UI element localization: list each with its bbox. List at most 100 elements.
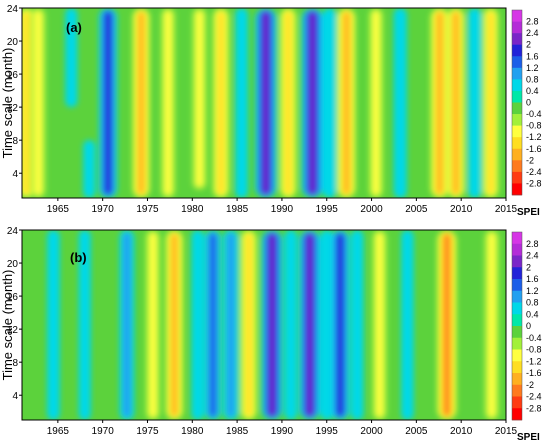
anomaly-band-a-1-1	[34, 11, 42, 195]
y-tick-label-b-20: 20	[7, 259, 19, 270]
anomaly-band-b-9-4	[269, 234, 275, 416]
colorbar-frame-a	[511, 9, 523, 196]
anomaly-band-a-11-2	[285, 12, 292, 194]
x-tick-label-a-2005: 2005	[405, 204, 428, 215]
colorbar-label-b-5: 0.8	[526, 298, 539, 308]
x-tick-label-a-1980: 1980	[181, 204, 204, 215]
colorbar-label-b-11: -1.6	[526, 368, 542, 378]
colorbar-label-b-0: 2.8	[526, 239, 539, 249]
colorbar-label-a-14: -2.8	[526, 178, 542, 188]
y-tick-label-a-4: 4	[12, 169, 18, 180]
colorbar-swatch-b-15	[512, 408, 522, 421]
colorbar-label-b-12: -2	[526, 380, 534, 390]
colorbar-label-a-1: 2.4	[526, 28, 539, 38]
anomaly-band-b-16-0	[401, 230, 414, 420]
anomaly-band-b-11-4	[307, 234, 312, 416]
y-axis-b: 4 8 12 16 20 24	[7, 226, 22, 402]
x-tick-label-a-1985: 1985	[226, 204, 249, 215]
anomaly-band-b-2-1	[123, 233, 131, 417]
colorbar-label-b-4: 1.2	[526, 286, 539, 296]
colorbar-label-b-3: 1.6	[526, 274, 539, 284]
x-tick-label-a-2015: 2015	[495, 204, 518, 215]
colorbar-label-a-12: -2	[526, 155, 534, 165]
colorbar-swatch-a-3	[512, 44, 522, 57]
colorbar-label-a-13: -2.4	[526, 167, 542, 177]
colorbar-label-a-10: -1.2	[526, 132, 542, 142]
colorbar-swatch-b-1	[512, 243, 522, 256]
y-tick-label-a-8: 8	[12, 136, 18, 147]
anomaly-band-a-13-0	[322, 8, 336, 198]
colorbar-swatch-b-5	[512, 290, 522, 303]
spei-field-b	[22, 230, 506, 420]
x-tick-label-b-2000: 2000	[360, 426, 383, 437]
x-axis-b: 1965 1970 1975 1980 1985 1990 1995 2000 2005 2010…	[47, 420, 518, 437]
y-axis-label-a: Time scale (month)	[0, 48, 15, 159]
colorbar-swatch-b-13	[512, 384, 522, 397]
colorbar-swatch-a-5	[512, 67, 522, 80]
colorbar-label-b-1: 2.4	[526, 251, 539, 261]
x-tick-label-a-2000: 2000	[360, 204, 383, 215]
colorbar-label-a-2: 2	[526, 40, 531, 50]
anomaly-band-a-19-0	[468, 8, 482, 198]
colorbar-title-a: SPEI	[517, 207, 540, 218]
colorbar-swatch-a-0	[512, 10, 522, 22]
colorbar-label-a-9: -0.8	[526, 121, 542, 131]
colorbar-swatch-a-1	[512, 21, 522, 34]
colorbar-label-b-9: -0.8	[526, 345, 542, 355]
colorbar-title-b: SPEI	[517, 432, 540, 443]
x-tick-label-a-1965: 1965	[47, 204, 70, 215]
y-tick-label-b-24: 24	[7, 226, 19, 237]
anomaly-band-b-13-3	[337, 234, 343, 416]
anomaly-band-b-17-4	[444, 234, 449, 416]
colorbar-label-a-6: 0.4	[526, 86, 539, 96]
colorbar-label-b-6: 0.4	[526, 309, 539, 319]
colorbar-swatch-b-9	[512, 337, 522, 350]
anomaly-band-b-6-2	[210, 234, 216, 416]
y-tick-label-b-8: 8	[12, 358, 18, 369]
x-tick-label-b-1975: 1975	[136, 426, 159, 437]
x-tick-label-b-1965: 1965	[47, 426, 70, 437]
colorbar-swatch-b-8	[512, 326, 522, 339]
colorbar-swatch-b-14	[512, 396, 522, 409]
x-tick-label-a-1970: 1970	[92, 204, 115, 215]
colorbar-swatch-b-0	[512, 232, 522, 245]
anomaly-band-b-3-1	[149, 233, 157, 417]
y-tick-label-a-24: 24	[7, 4, 19, 15]
colorbar-swatch-a-4	[512, 56, 522, 69]
colorbar-swatch-b-4	[512, 279, 522, 292]
colorbar-frame-b	[511, 231, 523, 421]
plot-frame-b	[21, 229, 507, 421]
colorbar-swatch-a-15	[512, 183, 522, 196]
x-tick-label-b-1995: 1995	[316, 426, 339, 437]
colorbar-swatch-a-9	[512, 114, 522, 126]
colorbar-label-a-8: -0.4	[526, 109, 542, 119]
colorbar-swatch-b-11	[512, 361, 522, 374]
colorbar-swatch-b-6	[512, 302, 522, 315]
anomaly-band-b-10-0	[284, 230, 298, 420]
x-tick-label-a-2010: 2010	[450, 204, 473, 215]
anomaly-band-a-20-2	[488, 12, 494, 194]
anomaly-band-a-3-0	[83, 140, 96, 198]
anomaly-band-b-14-0	[350, 230, 364, 420]
anomaly-band-a-18-3	[453, 12, 459, 194]
anomaly-band-b-15-1	[375, 233, 384, 417]
y-tick-label-a-20: 20	[7, 37, 19, 48]
anomaly-band-a-2-0	[65, 8, 78, 108]
y-tick-label-a-16: 16	[7, 70, 19, 81]
panel-label-a: (a)	[66, 20, 82, 35]
x-tick-label-b-1985: 1985	[226, 426, 249, 437]
anomaly-band-a-8-2	[218, 12, 224, 194]
y-tick-label-b-16: 16	[7, 292, 19, 303]
x-tick-label-b-2005: 2005	[405, 426, 428, 437]
y-axis-label-b: Time scale (month)	[0, 270, 15, 381]
x-tick-label-b-1990: 1990	[271, 426, 294, 437]
anomaly-band-a-7-1	[195, 11, 204, 187]
colorbar-swatch-a-6	[512, 79, 522, 92]
colorbar-swatch-b-10	[512, 349, 522, 362]
colorbar-label-a-0: 2.8	[526, 17, 539, 27]
colorbar-label-a-4: 1.2	[526, 63, 539, 73]
anomaly-bands-a	[22, 8, 499, 198]
colorbar-label-b-8: -0.4	[526, 333, 542, 343]
anomaly-band-a-9-0	[235, 8, 248, 198]
